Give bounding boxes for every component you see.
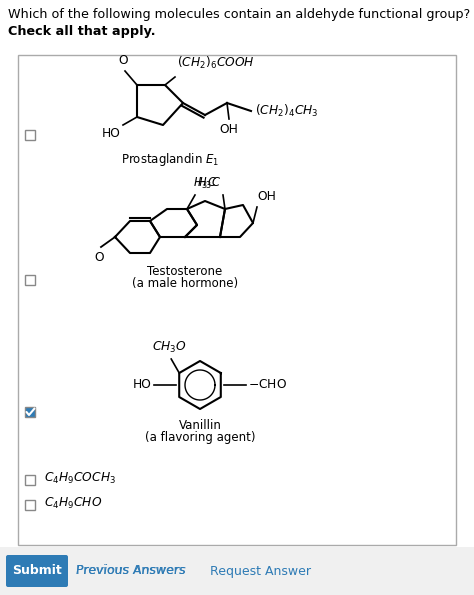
- Text: Previous Answers: Previous Answers: [76, 565, 185, 578]
- Text: OH: OH: [257, 190, 276, 203]
- Text: Which of the following molecules contain an aldehyde functional group?: Which of the following molecules contain…: [8, 8, 470, 21]
- Text: Vanillin: Vanillin: [179, 419, 221, 432]
- Text: $-$CHO: $-$CHO: [248, 378, 287, 392]
- Bar: [18, 55, 456, 545]
- Text: HO: HO: [133, 378, 152, 392]
- Text: $H_3C$: $H_3C$: [193, 176, 217, 191]
- Text: Request Answer: Request Answer: [210, 565, 311, 578]
- Text: Prostaglandin $E_1$: Prostaglandin $E_1$: [121, 151, 219, 168]
- Text: (a male hormone): (a male hormone): [132, 277, 238, 290]
- Text: $C_4H_9CHO$: $C_4H_9CHO$: [44, 496, 102, 511]
- Bar: [25, 275, 35, 285]
- Text: HO: HO: [102, 127, 121, 140]
- Text: O: O: [118, 54, 128, 67]
- Text: Submit: Submit: [12, 565, 62, 578]
- FancyBboxPatch shape: [6, 555, 68, 587]
- Bar: [25, 407, 35, 417]
- Text: $(CH_2)_4CH_3$: $(CH_2)_4CH_3$: [255, 103, 319, 119]
- Text: Previous Answers: Previous Answers: [76, 565, 186, 578]
- Bar: [0, 547, 474, 595]
- Text: (a flavoring agent): (a flavoring agent): [145, 431, 255, 444]
- Bar: [25, 130, 35, 140]
- Text: O: O: [94, 251, 104, 264]
- Text: OH: OH: [219, 123, 238, 136]
- Bar: [25, 500, 35, 510]
- Text: $C_4H_9COCH_3$: $C_4H_9COCH_3$: [44, 471, 116, 486]
- Text: $H_3C$: $H_3C$: [197, 176, 221, 191]
- Text: Check all that apply.: Check all that apply.: [8, 25, 155, 38]
- Text: $(CH_2)_6COOH$: $(CH_2)_6COOH$: [177, 55, 255, 71]
- Bar: [25, 475, 35, 485]
- Text: $CH_3O$: $CH_3O$: [152, 340, 187, 355]
- Text: Testosterone: Testosterone: [147, 265, 223, 278]
